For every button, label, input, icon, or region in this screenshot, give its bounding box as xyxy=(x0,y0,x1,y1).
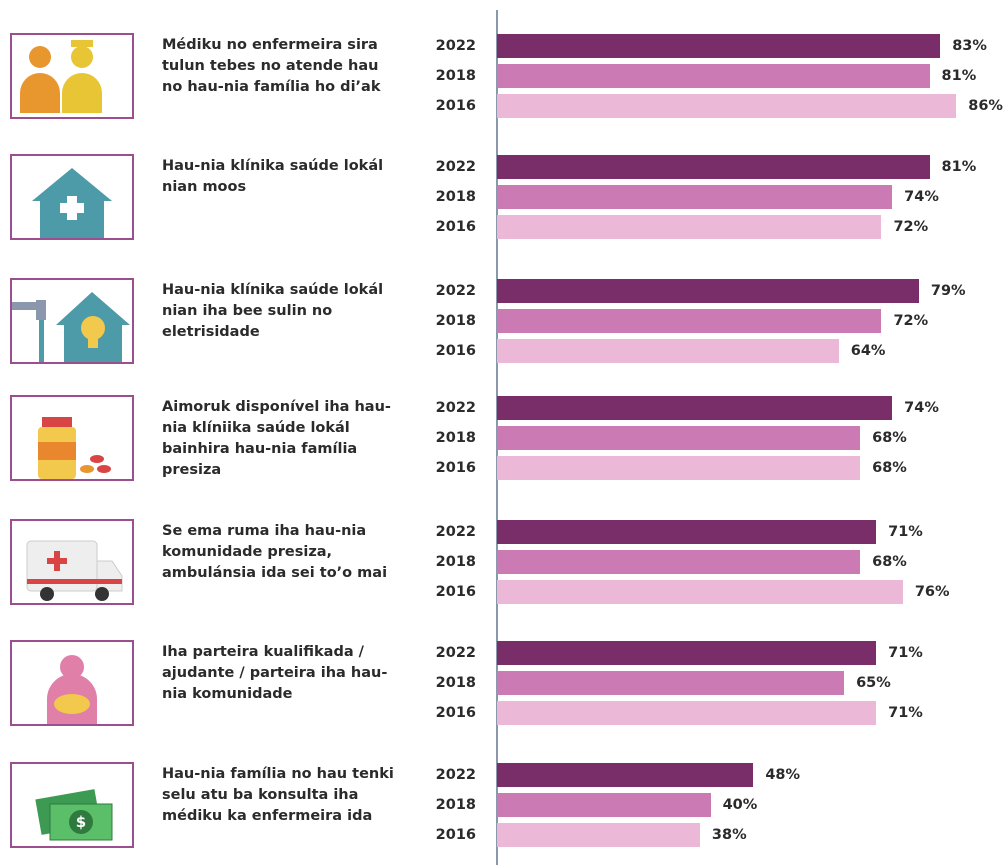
series-label: 2022 xyxy=(416,34,476,58)
icon-box xyxy=(10,278,134,364)
series-label: 2016 xyxy=(416,823,476,847)
series-label: 2018 xyxy=(416,793,476,817)
icon-box xyxy=(10,395,134,481)
series-label: 2016 xyxy=(416,456,476,480)
series-label: 2018 xyxy=(416,185,476,209)
svg-text:$: $ xyxy=(76,813,86,831)
icon-box xyxy=(10,640,134,726)
series-label: 2016 xyxy=(416,215,476,239)
series-label: 2022 xyxy=(416,279,476,303)
icon-box xyxy=(10,33,134,119)
series-label: 2018 xyxy=(416,426,476,450)
value-label: 74% xyxy=(904,396,939,420)
series-label: 2022 xyxy=(416,763,476,787)
icon: $ xyxy=(12,764,132,846)
value-label: 83% xyxy=(952,34,987,58)
series-label: 2016 xyxy=(416,94,476,118)
bar xyxy=(497,94,956,118)
value-label: 40% xyxy=(723,793,758,817)
value-label: 86% xyxy=(968,94,1003,118)
icon-box: $ xyxy=(10,762,134,848)
icon xyxy=(12,521,132,603)
series-label: 2018 xyxy=(416,64,476,88)
bar xyxy=(497,763,753,787)
value-label: 71% xyxy=(888,641,923,665)
bar xyxy=(497,426,860,450)
icon xyxy=(12,35,132,117)
value-label: 48% xyxy=(765,763,800,787)
bar xyxy=(497,185,892,209)
series-label: 2022 xyxy=(416,520,476,544)
series-label: 2022 xyxy=(416,396,476,420)
bar xyxy=(497,309,881,333)
category-label: Médiku no enfermeira sira tulun tebes no… xyxy=(162,35,400,98)
icon xyxy=(12,397,132,479)
bar xyxy=(497,701,876,725)
bar xyxy=(497,155,930,179)
bar xyxy=(497,215,881,239)
icon-box xyxy=(10,519,134,605)
bar xyxy=(497,279,919,303)
series-label: 2018 xyxy=(416,671,476,695)
bar xyxy=(497,456,860,480)
icon xyxy=(12,642,132,724)
category-label: Se ema ruma iha hau-nia komunidade presi… xyxy=(162,521,400,584)
series-label: 2016 xyxy=(416,339,476,363)
value-label: 81% xyxy=(942,155,977,179)
value-label: 65% xyxy=(856,671,891,695)
category-label: Hau-nia família no hau tenki selu atu ba… xyxy=(162,764,400,827)
bar xyxy=(497,823,700,847)
value-label: 76% xyxy=(915,580,950,604)
bar xyxy=(497,671,844,695)
value-label: 71% xyxy=(888,701,923,725)
chart: Médiku no enfermeira sira tulun tebes no… xyxy=(0,0,1008,865)
bar xyxy=(497,641,876,665)
series-label: 2018 xyxy=(416,309,476,333)
bar xyxy=(497,520,876,544)
category-label: Hau-nia klínika saúde lokál nian iha bee… xyxy=(162,280,400,343)
bar xyxy=(497,550,860,574)
value-label: 68% xyxy=(872,550,907,574)
value-label: 72% xyxy=(893,215,928,239)
value-label: 72% xyxy=(893,309,928,333)
value-label: 64% xyxy=(851,339,886,363)
value-label: 68% xyxy=(872,456,907,480)
value-label: 38% xyxy=(712,823,747,847)
series-label: 2022 xyxy=(416,155,476,179)
value-label: 68% xyxy=(872,426,907,450)
value-label: 79% xyxy=(931,279,966,303)
bar xyxy=(497,64,930,88)
value-label: 81% xyxy=(942,64,977,88)
category-label: Iha parteira kualifikada / ajudante / pa… xyxy=(162,642,400,705)
category-label: Aimoruk disponível iha hau-nia klíniika … xyxy=(162,397,400,481)
value-label: 74% xyxy=(904,185,939,209)
bar xyxy=(497,580,903,604)
bar xyxy=(497,339,839,363)
series-label: 2016 xyxy=(416,580,476,604)
icon-box xyxy=(10,154,134,240)
series-label: 2022 xyxy=(416,641,476,665)
icon xyxy=(12,280,132,362)
value-label: 71% xyxy=(888,520,923,544)
icon xyxy=(12,156,132,238)
bar xyxy=(497,396,892,420)
series-label: 2016 xyxy=(416,701,476,725)
series-label: 2018 xyxy=(416,550,476,574)
bar xyxy=(497,34,940,58)
category-label: Hau-nia klínika saúde lokál nian moos xyxy=(162,156,400,198)
bar xyxy=(497,793,711,817)
